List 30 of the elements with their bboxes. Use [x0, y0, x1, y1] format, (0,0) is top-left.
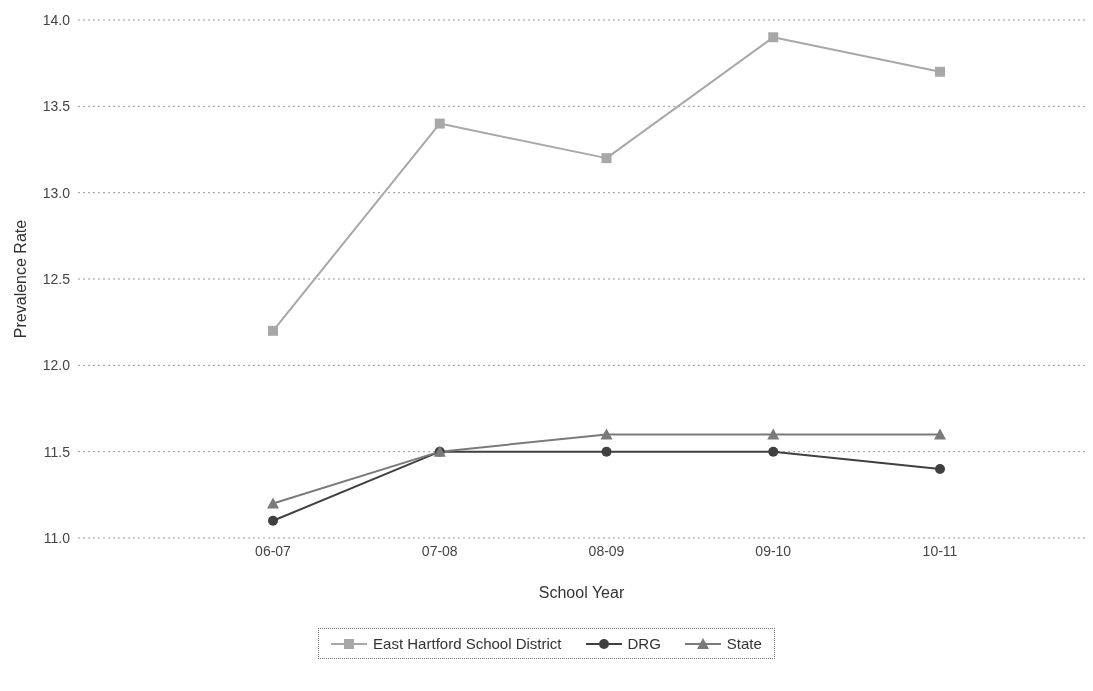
point	[601, 446, 612, 457]
point	[768, 446, 779, 457]
legend-label: DRG	[627, 635, 661, 652]
x-tick-label: 07-08	[421, 542, 458, 559]
point	[768, 32, 779, 43]
legend-label: State	[726, 635, 762, 652]
y-tick-label: 14.0	[42, 11, 71, 28]
x-tick-label: 06-07	[255, 542, 292, 559]
y-tick-label: 12.5	[42, 270, 71, 287]
point	[935, 463, 945, 474]
y-tick-label: 13.0	[42, 184, 71, 201]
y-tick-label: 12.0	[42, 357, 71, 374]
x-tick-label: 08-09	[588, 542, 625, 559]
point	[601, 153, 612, 164]
point	[767, 428, 780, 440]
x-axis-title: School Year	[538, 584, 625, 601]
y-tick-label: 11.5	[43, 443, 71, 460]
y-tick-label: 13.5	[42, 98, 71, 115]
point	[434, 118, 445, 129]
point	[268, 325, 278, 336]
y-tick-label: 11.0	[43, 529, 71, 546]
point	[935, 66, 945, 77]
x-tick-label: 09-10	[755, 542, 792, 559]
y-axis-title: Prevalence Rate	[11, 219, 29, 339]
point	[268, 515, 278, 526]
x-tick-label: 10-11	[922, 542, 958, 559]
point	[934, 428, 946, 440]
point	[600, 428, 613, 440]
legend-label: East Hartford School District	[373, 635, 562, 652]
point	[267, 497, 279, 509]
